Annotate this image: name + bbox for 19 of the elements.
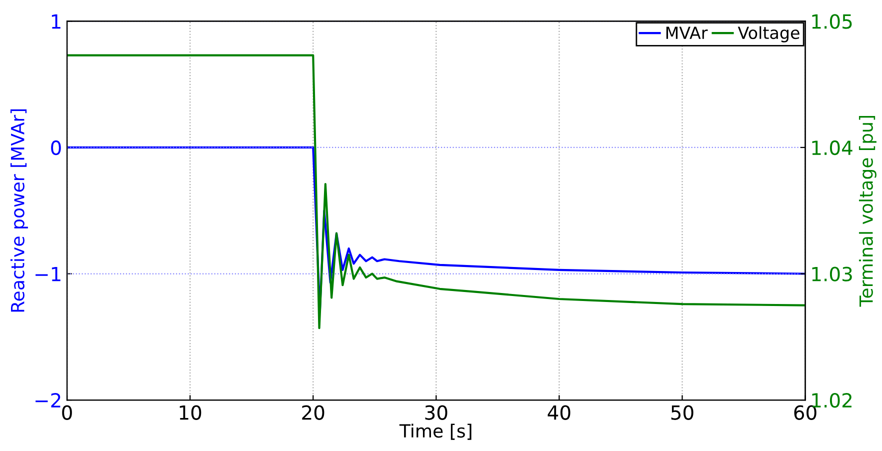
x-tick-label: 10 [180, 405, 202, 420]
line-series [67, 54, 806, 330]
y-tick-label: 1 [52, 14, 60, 29]
x-tick-label: 0 [62, 405, 72, 420]
x-tick-label: 40 [548, 405, 570, 420]
x-tick-label: 50 [671, 405, 694, 420]
y-tick-label: −2 [36, 392, 60, 408]
y2-tick-label: 1.05 [812, 14, 852, 29]
y-tick-label: 0 [51, 140, 61, 156]
y2-tick-label: 1.04 [812, 140, 852, 156]
y-tick-label: −1 [36, 266, 60, 282]
legend-label: MVAr [666, 26, 708, 39]
y2-axis-title: Terminal voltage [pu] [858, 116, 876, 307]
x-axis-title: Time [s] [399, 424, 472, 440]
x-tick-label: 20 [302, 405, 324, 420]
x-tick-label: 30 [425, 405, 448, 420]
legend-label: Voltage [738, 26, 800, 42]
y2-tick-label: 1.03 [812, 266, 852, 282]
y-axis-title: Reactive power [MVAr] [10, 109, 28, 312]
